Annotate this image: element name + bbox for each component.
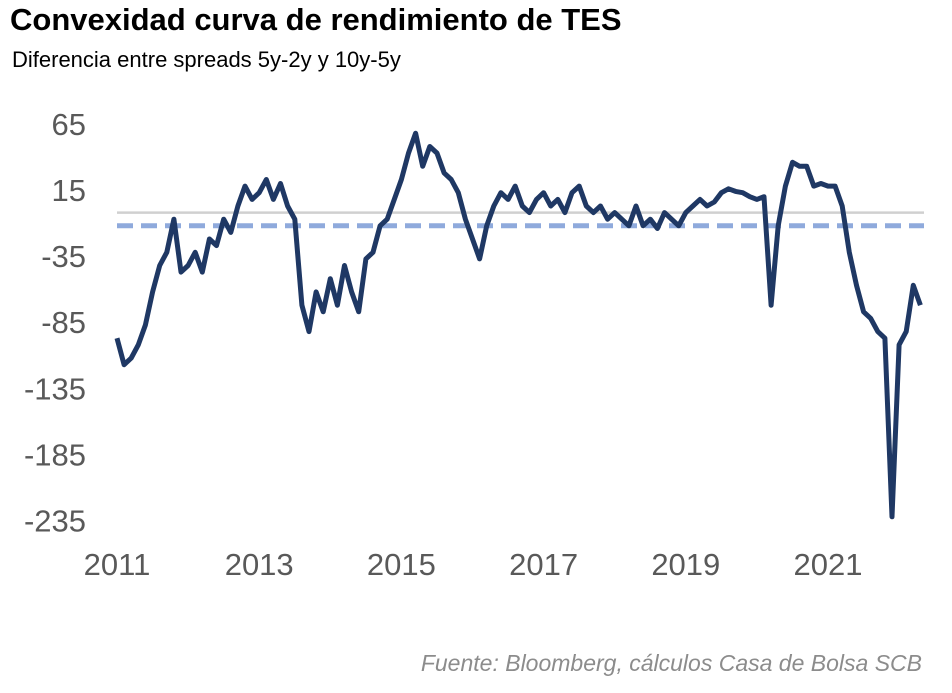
x-tick-label: 2021	[794, 547, 863, 582]
data-line	[114, 130, 923, 520]
y-tick-label: -235	[24, 504, 86, 539]
x-tick-label: 2011	[84, 547, 151, 582]
x-tick-label: 2013	[225, 547, 294, 582]
x-tick-label: 2017	[509, 547, 578, 582]
chart-subtitle: Diferencia entre spreads 5y-2y y 10y-5y	[12, 47, 401, 72]
source-note: Fuente: Bloomberg, cálculos Casa de Bols…	[421, 650, 922, 676]
y-tick-label: -35	[41, 239, 86, 274]
chart-title: Convexidad curva de rendimiento de TES	[10, 2, 622, 37]
y-tick-label: 65	[52, 107, 86, 142]
x-tick-label: 2019	[651, 547, 720, 582]
y-tick-label: -135	[24, 371, 86, 406]
x-tick-label: 2015	[367, 547, 436, 582]
y-tick-label: -185	[24, 437, 86, 472]
y-tick-label: 15	[52, 173, 86, 208]
y-tick-label: -85	[41, 305, 86, 340]
